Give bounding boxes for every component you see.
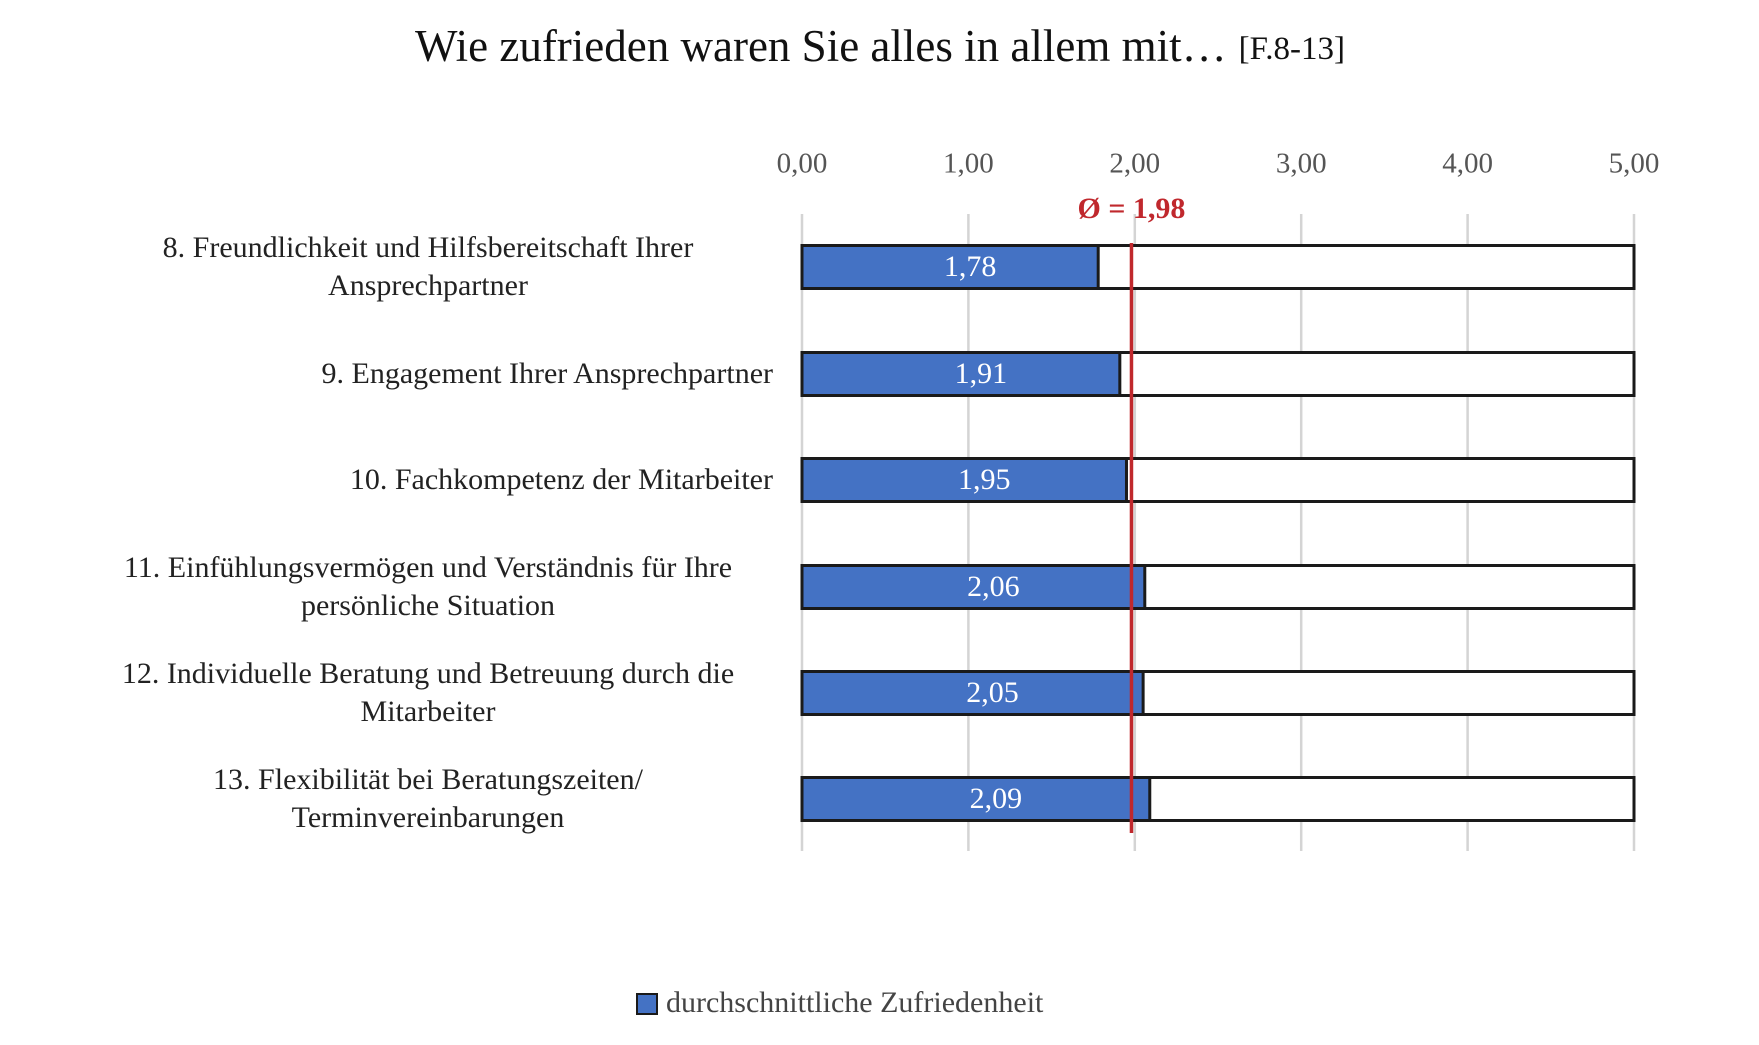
x-tick-label: 1,00 xyxy=(943,148,994,180)
y-tick-label: 9. Engagement Ihrer Ansprechpartner xyxy=(321,357,773,390)
bar xyxy=(800,776,1152,822)
y-tick-label: 11. Einfühlungsvermögen und Verständnis … xyxy=(123,551,733,622)
x-tick-label: 3,00 xyxy=(1276,148,1327,180)
data-label: 2,09 xyxy=(970,782,1023,815)
title-note: [F.8-13] xyxy=(1239,31,1345,67)
x-tick-label: 0,00 xyxy=(777,148,828,180)
data-label: 2,05 xyxy=(966,676,1019,709)
bar xyxy=(800,457,1128,503)
legend-label: durchschnittliche Zufriedenheit xyxy=(666,986,1044,1019)
data-label: 1,91 xyxy=(955,357,1008,390)
category-label-box: 12. Individuelle Beratung und Betreuung … xyxy=(53,655,773,731)
y-tick-label: 8. Freundlichkeit und Hilfsbereitschaft … xyxy=(162,231,694,302)
bar xyxy=(800,351,1122,397)
y-tick-label: 12. Individuelle Beratung und Betreuung … xyxy=(121,657,735,728)
category-label-box: 8. Freundlichkeit und Hilfsbereitschaft … xyxy=(53,229,773,305)
chart-title: Wie zufrieden waren Sie alles in allem m… xyxy=(415,21,1345,71)
data-label: 1,95 xyxy=(958,463,1011,496)
category-label-box: 13. Flexibilität bei Beratungszeiten/ Te… xyxy=(53,761,773,837)
bar xyxy=(800,670,1145,716)
x-tick-label: 2,00 xyxy=(1109,148,1160,180)
bar xyxy=(800,564,1147,610)
category-label-box: 10. Fachkompetenz der Mitarbeiter xyxy=(53,461,773,499)
x-tick-label: 5,00 xyxy=(1609,148,1660,180)
legend: durchschnittliche Zufriedenheit xyxy=(636,986,1044,1019)
legend-swatch xyxy=(636,993,658,1015)
category-label-box: 11. Einfühlungsvermögen und Verständnis … xyxy=(53,549,773,625)
data-label: 2,06 xyxy=(967,570,1020,603)
title-main: Wie zufrieden waren Sie alles in allem m… xyxy=(415,21,1227,71)
y-tick-label: 13. Flexibilität bei Beratungszeiten/ Te… xyxy=(213,763,643,834)
bar xyxy=(800,244,1100,290)
x-tick-label: 4,00 xyxy=(1442,148,1493,180)
y-tick-label: 10. Fachkompetenz der Mitarbeiter xyxy=(349,463,773,496)
average-label: Ø = 1,98 xyxy=(1078,192,1186,225)
category-label-box: 9. Engagement Ihrer Ansprechpartner xyxy=(53,355,773,393)
data-label: 1,78 xyxy=(944,250,997,283)
